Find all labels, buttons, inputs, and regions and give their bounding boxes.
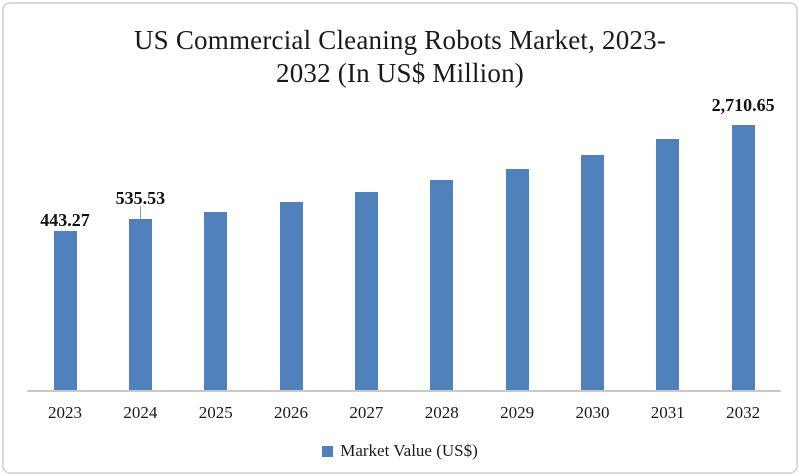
bar-2026 (279, 202, 303, 390)
bar-2025 (204, 212, 228, 390)
bar-2029 (505, 169, 529, 390)
bar-2031 (656, 139, 680, 390)
legend-label: Market Value (US$) (340, 441, 478, 460)
legend-swatch-icon (322, 445, 334, 457)
x-axis-label-2025: 2025 (198, 403, 233, 422)
x-axis-label-2026: 2026 (274, 403, 309, 422)
bar-2028 (430, 180, 454, 390)
plot-area: 443.27 2023 535.53 2024 2025 2026 2027 2028 2029… (4, 4, 796, 472)
x-axis-line (27, 390, 781, 392)
leader-line-2024 (140, 206, 142, 219)
x-axis-label-2027: 2027 (349, 403, 384, 422)
x-axis-label-2032: 2032 (726, 403, 761, 422)
x-axis-label-2031: 2031 (650, 403, 685, 422)
bar-2030 (580, 155, 604, 390)
bar-2023 (53, 231, 77, 390)
bar-2032 (731, 125, 755, 390)
x-axis-label-2028: 2028 (424, 403, 459, 422)
legend: Market Value (US$) (4, 440, 796, 462)
data-label-2024: 535.53 (115, 188, 166, 208)
chart-title-line2: 2032 (In US$ Million) (276, 58, 524, 88)
chart-title-line1: US Commercial Cleaning Robots Market, 20… (133, 25, 667, 55)
data-label-2032: 2,710.65 (711, 95, 775, 115)
bar-2027 (354, 192, 378, 390)
bar-2024 (128, 219, 152, 390)
x-axis-label-2023: 2023 (48, 403, 82, 422)
x-axis-label-2024: 2024 (123, 403, 158, 422)
data-label-2023: 443.27 (40, 210, 90, 230)
x-axis-label-2029: 2029 (500, 403, 535, 422)
x-axis-label-2030: 2030 (575, 403, 610, 422)
chart-title: US Commercial Cleaning Robots Market, 20… (4, 24, 796, 90)
